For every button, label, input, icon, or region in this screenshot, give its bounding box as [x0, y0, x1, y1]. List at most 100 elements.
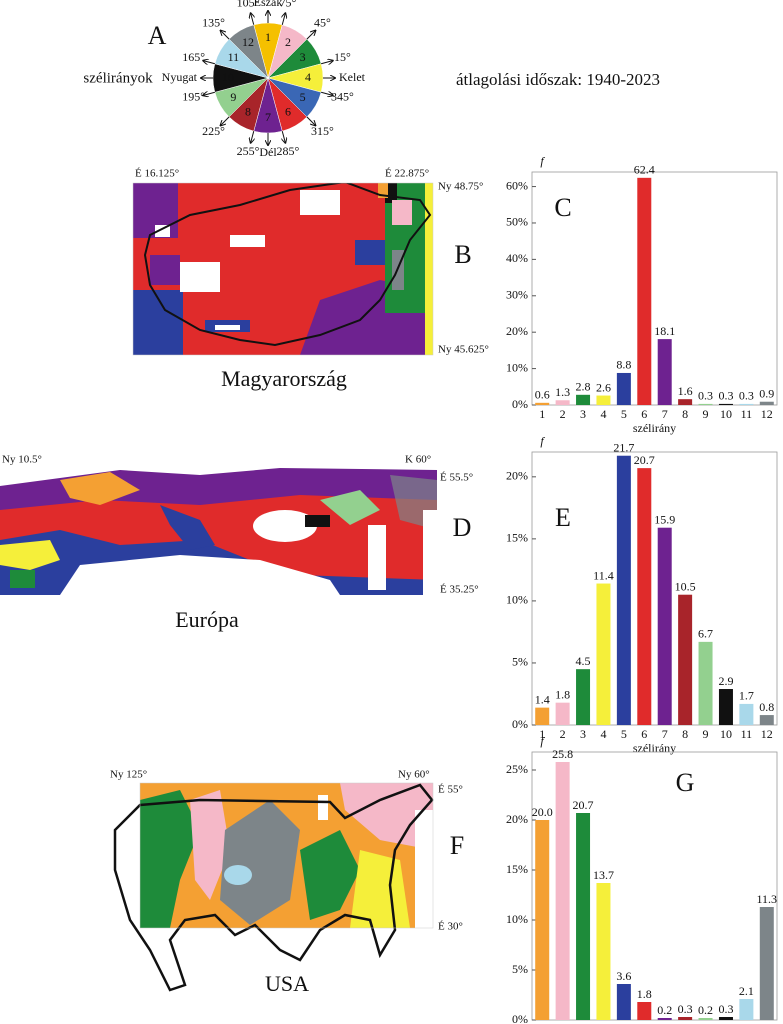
map-corner: Ny 125° [110, 769, 147, 781]
map-corner: K 60° [405, 454, 431, 466]
x-tick-label: 4 [600, 407, 606, 421]
value-label: 0.9 [759, 386, 774, 400]
compass-arrow [282, 13, 285, 26]
y-tick-label: 25% [506, 762, 528, 776]
x-tick-label: 11 [741, 407, 753, 421]
compass-arrow [203, 61, 216, 64]
value-label: 20.7 [634, 453, 655, 467]
direction-label: Dél [259, 145, 277, 159]
y-tick-label: 30% [506, 288, 528, 302]
x-axis-label: szélirány [633, 421, 676, 435]
y-tick-label: 60% [506, 178, 528, 192]
bar [678, 594, 693, 725]
y-tick-label: 10% [506, 593, 528, 607]
panel-label: G [676, 768, 695, 797]
x-tick-label: 12 [761, 1022, 773, 1024]
panel-label: B [454, 240, 471, 269]
bar [718, 403, 733, 405]
map-frame [139, 782, 434, 929]
map-corner: Ny 45.625° [438, 344, 489, 356]
value-label: 20.0 [532, 805, 553, 819]
map-usa [140, 783, 433, 928]
y-axis-label: f [540, 734, 545, 748]
value-label: 2.6 [596, 380, 611, 394]
y-axis-label: f [540, 154, 545, 168]
compass-arrow [320, 92, 333, 95]
x-tick-label: 9 [703, 727, 709, 741]
value-label: 0.3 [678, 1002, 693, 1016]
sector-label: 10 [222, 70, 234, 84]
value-label: 4.5 [576, 654, 591, 668]
x-tick-label: 6 [641, 407, 647, 421]
bar [555, 400, 570, 405]
compass-arrow [320, 61, 333, 64]
y-tick-label: 15% [506, 862, 528, 876]
y-tick-label: 50% [506, 215, 528, 229]
bar [596, 395, 611, 405]
value-label: 1.4 [535, 692, 550, 706]
value-label: 11.4 [593, 568, 614, 582]
sector-label: 6 [285, 104, 291, 118]
value-label: 0.3 [718, 389, 733, 403]
angle-label: 15° [334, 50, 351, 64]
x-tick-label: 8 [682, 1022, 688, 1024]
plot-frame [531, 451, 778, 726]
y-tick-label: 0% [512, 397, 528, 411]
direction-label: Kelet [339, 70, 366, 84]
bar [637, 1002, 652, 1020]
bar [698, 641, 713, 725]
sector-label: 12 [242, 35, 254, 49]
value-label: 0.3 [718, 1002, 733, 1016]
x-tick-label: 9 [703, 1022, 709, 1024]
angle-label: 315° [311, 124, 334, 138]
x-tick-label: 5 [621, 407, 627, 421]
value-label: 1.8 [555, 687, 570, 701]
plot-frame [531, 171, 778, 406]
sector-label: 1 [265, 30, 271, 44]
x-tick-label: 4 [600, 1022, 606, 1024]
compass-arrow [306, 116, 315, 125]
map-corner: É 35.25° [440, 584, 479, 596]
value-label: 1.3 [555, 385, 570, 399]
value-label: 62.4 [634, 163, 655, 177]
x-tick-label: 12 [761, 407, 773, 421]
compass-arrow [251, 13, 254, 26]
bar [698, 1018, 713, 1020]
map-corner: É 55° [438, 784, 463, 796]
x-axis-label: szélirány [633, 741, 676, 755]
compass-arrow [306, 31, 315, 40]
bar [759, 907, 774, 1020]
x-tick-label: 3 [580, 727, 586, 741]
angle-label: 225° [202, 124, 225, 138]
value-label: 1.6 [678, 384, 693, 398]
angle-label: 195° [182, 90, 205, 104]
bar [637, 468, 652, 725]
value-label: 3.6 [616, 969, 631, 983]
y-tick-label: 0% [512, 1012, 528, 1024]
y-axis-label: f [540, 434, 545, 448]
value-label: 0.3 [698, 389, 713, 403]
bar [576, 669, 591, 725]
y-tick-label: 40% [506, 251, 528, 265]
value-label: 2.9 [718, 674, 733, 688]
y-tick-label: 20% [506, 812, 528, 826]
bar [657, 527, 672, 725]
bar [657, 1018, 672, 1020]
x-tick-label: 7 [662, 407, 668, 421]
map-corner: É 16.125° [135, 168, 179, 180]
x-tick-label: 9 [703, 407, 709, 421]
x-tick-label: 10 [720, 727, 732, 741]
map-title: Európa [175, 607, 239, 632]
map-corner: Ny 60° [398, 769, 430, 781]
value-label: 0.8 [759, 700, 774, 714]
map-corner: É 30° [438, 921, 463, 933]
x-tick-label: 11 [741, 1022, 753, 1024]
map-title: Magyarország [221, 366, 347, 391]
x-tick-label: 11 [741, 727, 753, 741]
compass-arrow [251, 130, 254, 143]
bar [555, 762, 570, 1020]
bar [535, 402, 550, 405]
y-tick-label: 0% [512, 717, 528, 731]
value-label: 18.1 [654, 324, 675, 338]
